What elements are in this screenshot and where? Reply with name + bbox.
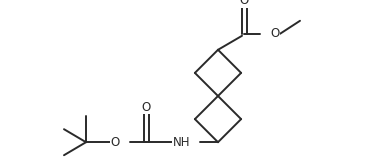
Text: NH: NH (173, 136, 190, 149)
Text: O: O (111, 136, 120, 149)
Text: O: O (270, 27, 279, 40)
Text: O: O (141, 101, 151, 114)
Text: O: O (240, 0, 249, 7)
